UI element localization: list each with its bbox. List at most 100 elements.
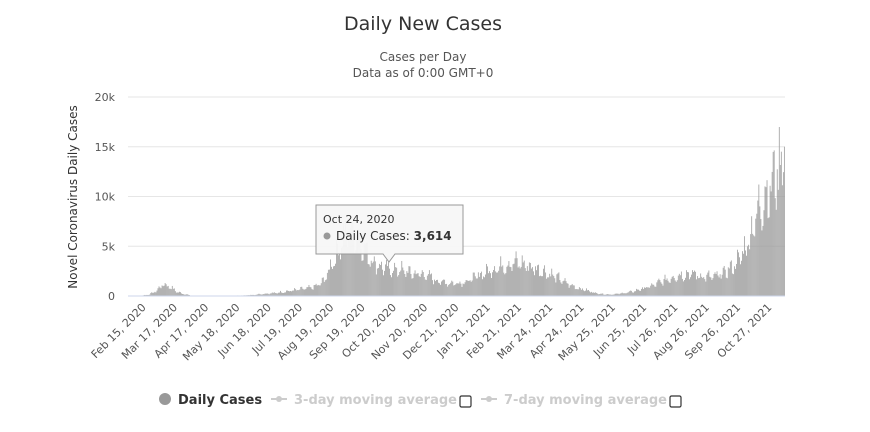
bar[interactable] (431, 273, 432, 296)
bar[interactable] (514, 258, 516, 296)
bar[interactable] (612, 294, 614, 296)
bar[interactable] (477, 272, 479, 296)
bar[interactable] (518, 266, 520, 296)
bar[interactable] (510, 267, 512, 296)
bar[interactable] (755, 218, 757, 296)
bar[interactable] (639, 290, 640, 296)
bar[interactable] (640, 290, 641, 296)
bar[interactable] (675, 281, 677, 296)
bar[interactable] (496, 272, 498, 296)
bar[interactable] (180, 292, 181, 296)
bar[interactable] (546, 278, 548, 296)
bar[interactable] (413, 273, 415, 296)
bar[interactable] (652, 284, 654, 296)
bar[interactable] (390, 275, 391, 296)
bar[interactable] (641, 288, 642, 296)
bar[interactable] (724, 269, 726, 296)
bar[interactable] (466, 280, 468, 296)
bar[interactable] (401, 260, 403, 296)
bar[interactable] (187, 294, 188, 296)
bar[interactable] (493, 269, 494, 296)
bar[interactable] (603, 294, 605, 296)
bar[interactable] (356, 235, 358, 296)
bar[interactable] (263, 294, 265, 296)
bar[interactable] (658, 278, 660, 296)
bar[interactable] (533, 271, 534, 296)
bar[interactable] (277, 292, 279, 296)
bar[interactable] (299, 289, 301, 296)
bar[interactable] (369, 266, 371, 296)
bar[interactable] (447, 286, 449, 296)
bar[interactable] (723, 265, 725, 296)
bar[interactable] (170, 289, 172, 296)
bar[interactable] (396, 267, 398, 296)
bar[interactable] (472, 272, 474, 296)
bar[interactable] (358, 229, 360, 296)
bar[interactable] (163, 285, 165, 296)
bar[interactable] (710, 277, 712, 296)
bar[interactable] (348, 235, 350, 296)
bar[interactable] (378, 263, 380, 296)
bar[interactable] (464, 282, 466, 296)
bar[interactable] (327, 269, 329, 296)
bar[interactable] (782, 172, 784, 296)
bar[interactable] (740, 264, 741, 296)
bar[interactable] (285, 292, 286, 296)
bar[interactable] (712, 278, 714, 296)
bar[interactable] (726, 278, 728, 296)
bar[interactable] (659, 280, 661, 296)
bar[interactable] (155, 292, 157, 296)
bar[interactable] (450, 282, 452, 296)
bar[interactable] (402, 267, 404, 296)
bar[interactable] (391, 277, 392, 296)
bar[interactable] (494, 266, 496, 296)
bar[interactable] (365, 242, 367, 296)
bar[interactable] (400, 270, 402, 296)
bar[interactable] (440, 284, 441, 296)
bar[interactable] (664, 274, 666, 296)
bar[interactable] (634, 291, 635, 296)
bar[interactable] (567, 283, 569, 296)
bar[interactable] (251, 294, 253, 296)
bar[interactable] (259, 294, 261, 296)
bar[interactable] (552, 274, 554, 296)
bar[interactable] (530, 268, 532, 296)
bar[interactable] (427, 274, 429, 296)
bar[interactable] (343, 224, 345, 296)
bar[interactable] (266, 293, 268, 296)
bar[interactable] (714, 272, 716, 296)
bar[interactable] (339, 253, 340, 296)
bar[interactable] (274, 292, 276, 296)
bar[interactable] (527, 270, 529, 296)
bar[interactable] (499, 266, 501, 296)
bar[interactable] (330, 259, 331, 296)
bar[interactable] (670, 278, 672, 296)
bar[interactable] (699, 277, 701, 296)
bar[interactable] (298, 290, 300, 296)
bar[interactable] (281, 292, 282, 296)
bar[interactable] (484, 277, 485, 296)
bar[interactable] (467, 280, 469, 296)
bar[interactable] (433, 284, 434, 296)
bar[interactable] (492, 272, 493, 296)
bar[interactable] (773, 150, 775, 296)
bar[interactable] (722, 267, 724, 296)
bar[interactable] (585, 290, 586, 296)
bar[interactable] (575, 289, 577, 296)
bar[interactable] (655, 286, 657, 296)
bar[interactable] (421, 270, 423, 296)
bar[interactable] (171, 285, 173, 296)
bar[interactable] (649, 287, 651, 296)
bar[interactable] (398, 275, 400, 296)
bar[interactable] (558, 272, 560, 296)
bar[interactable] (534, 275, 535, 296)
bar[interactable] (654, 286, 656, 297)
bar[interactable] (578, 287, 580, 296)
bar[interactable] (292, 290, 294, 296)
bar[interactable] (304, 289, 306, 296)
bar[interactable] (337, 243, 338, 296)
bar[interactable] (587, 290, 588, 296)
bar[interactable] (160, 288, 162, 296)
bar[interactable] (405, 276, 407, 296)
bar[interactable] (584, 291, 585, 296)
